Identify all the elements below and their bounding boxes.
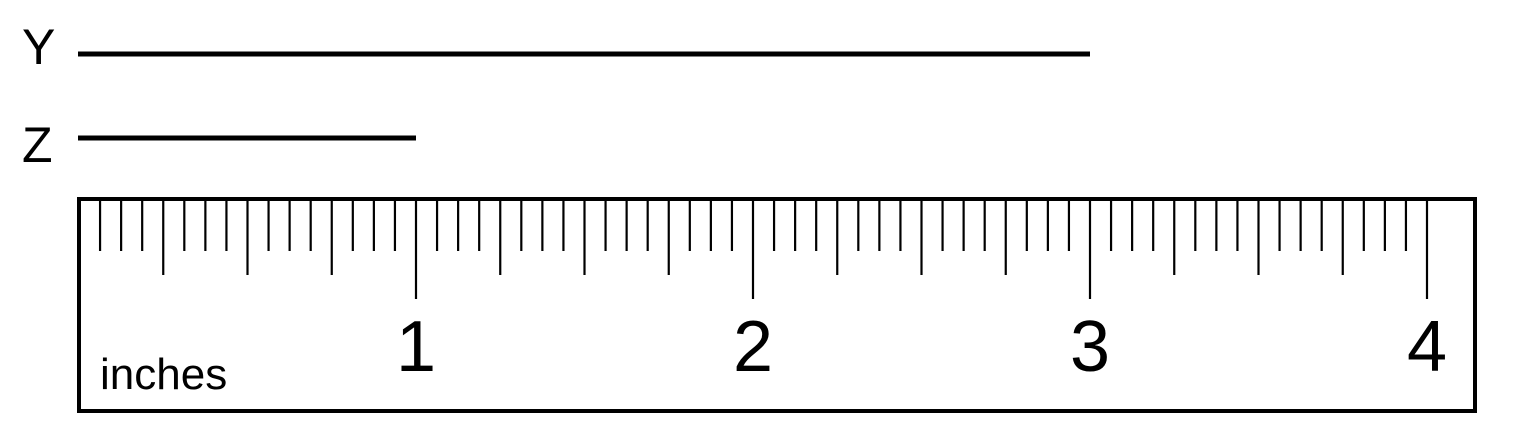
segment-y-label: Y [22, 19, 55, 75]
segment-z: Z [22, 117, 416, 173]
segment-y: Y [22, 19, 1090, 75]
ruler-number-2: 2 [733, 307, 773, 387]
segment-z-label: Z [22, 117, 53, 173]
ruler-number-4: 4 [1407, 307, 1447, 387]
ruler-number-1: 1 [396, 307, 436, 387]
ruler-unit-label: inches [100, 350, 227, 399]
ruler-number-3: 3 [1070, 307, 1110, 387]
ruler-body [77, 197, 1477, 413]
ruler: 1 2 3 4 inches [77, 197, 1477, 413]
ruler-ticks [98, 199, 1429, 299]
